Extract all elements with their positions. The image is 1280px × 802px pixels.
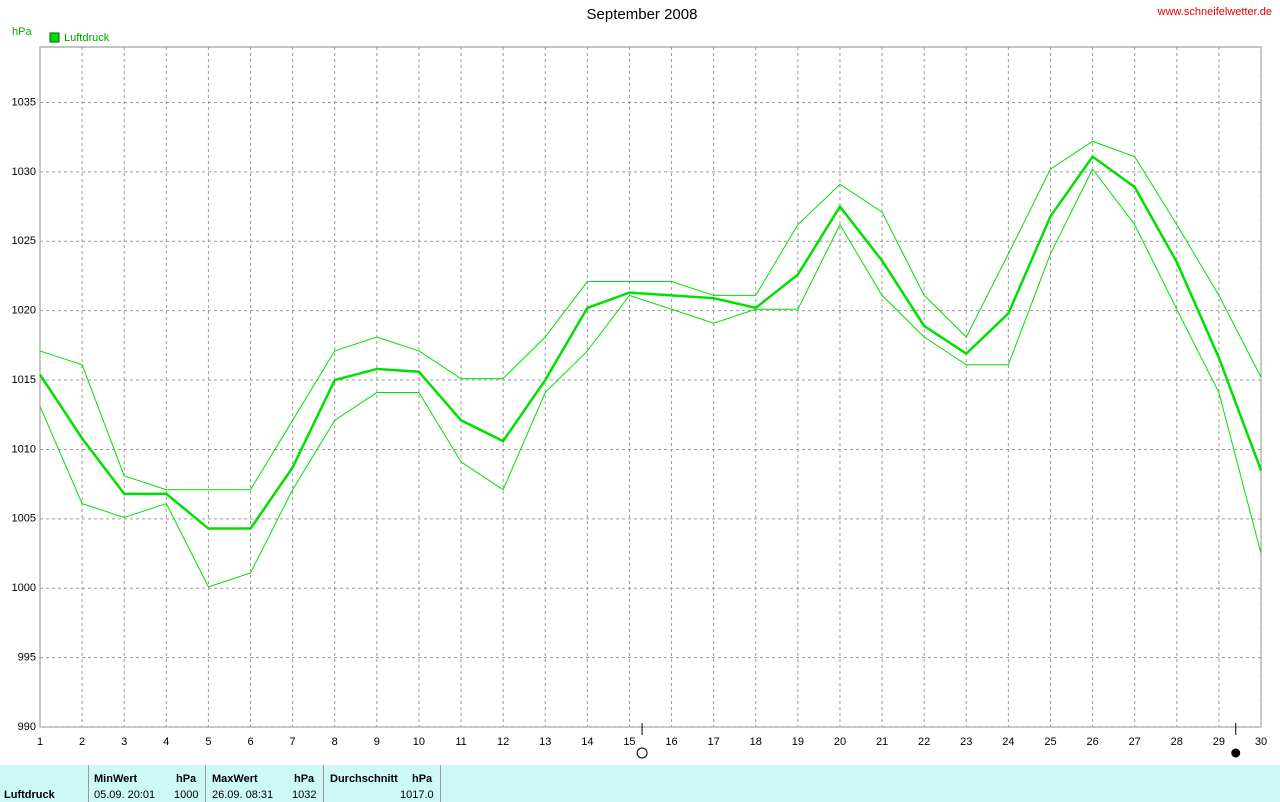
unit: hPa: [412, 773, 433, 785]
time: 26.09. 08:31: [212, 789, 274, 801]
value: 1000: [174, 789, 199, 801]
x-tick-label: 17: [708, 736, 720, 748]
y-tick-label: 1035: [12, 96, 36, 108]
x-tick-label: 24: [1002, 736, 1014, 748]
header: MaxWert: [212, 773, 258, 785]
time: 05.09. 20:01: [94, 789, 156, 801]
separator: [440, 765, 441, 802]
header: MinWert: [94, 773, 138, 785]
separator: [205, 765, 206, 802]
source: www.schneifelwetter.de: [1157, 6, 1272, 18]
header: Durchschnitt: [330, 773, 398, 785]
unit: hPa: [176, 773, 197, 785]
y-tick-label: 1010: [12, 443, 36, 455]
x-tick-label: 10: [413, 736, 425, 748]
x-tick-label: 13: [539, 736, 551, 748]
value: 1017.0: [400, 789, 434, 801]
unit: hPa: [294, 773, 315, 785]
legend-label: Luftdruck: [64, 32, 110, 44]
y-tick-label: 1025: [12, 235, 36, 247]
x-tick-label: 22: [918, 736, 930, 748]
x-tick-label: 30: [1255, 736, 1267, 748]
x-tick-label: 9: [374, 736, 380, 748]
moon-phase: [1231, 748, 1241, 758]
x-tick-label: 23: [960, 736, 972, 748]
x-tick-label: 25: [1044, 736, 1056, 748]
x-tick-label: 12: [497, 736, 509, 748]
line-min: [39, 168, 1262, 588]
x-tick-label: 8: [332, 736, 338, 748]
y-tick-label: 995: [18, 652, 36, 664]
x-tick-label: 27: [1129, 736, 1141, 748]
x-tick-label: 28: [1171, 736, 1183, 748]
y-tick-label: 1015: [12, 374, 36, 386]
y-tick-label: 990: [18, 721, 36, 733]
x-tick-label: 18: [750, 736, 762, 748]
x-tick-label: 26: [1086, 736, 1098, 748]
chart: September 2008 www.schneifelwetter.de hP…: [12, 6, 1272, 759]
x-tick-label: 2: [79, 736, 85, 748]
x-tick-label: 14: [581, 736, 593, 748]
x-tick-label: 16: [665, 736, 677, 748]
x-tick-label: 5: [205, 736, 211, 748]
x-tick-label: 19: [792, 736, 804, 748]
x-tick-label: 15: [623, 736, 635, 748]
y-tick-label: 1030: [12, 166, 36, 178]
y-tick-label: 1000: [12, 582, 36, 594]
row-label: Luftdruck: [4, 789, 55, 801]
plot-frame: [39, 46, 1262, 728]
x-tick-label: 3: [121, 736, 127, 748]
y-tick-label: 1020: [12, 305, 36, 317]
x-tick-label: 21: [876, 736, 888, 748]
x-tick-label: 1: [37, 736, 43, 748]
x-tick-label: 29: [1213, 736, 1225, 748]
moon-phase: [636, 747, 648, 759]
legend-swatch: [49, 32, 60, 43]
chart-title: September 2008: [587, 6, 698, 23]
x-tick-label: 6: [247, 736, 253, 748]
separator: [88, 765, 89, 802]
x-tick-label: 4: [163, 736, 169, 748]
x-tick-label: 11: [455, 736, 466, 748]
y-tick-label: 1005: [12, 513, 36, 525]
y-axis-label: hPa: [12, 26, 32, 38]
line-max: [39, 140, 1262, 491]
x-tick-label: 7: [290, 736, 296, 748]
line-values: [38, 154, 1263, 530]
x-tick-label: 20: [834, 736, 846, 748]
separator: [323, 765, 324, 802]
summary-table: Luftdruck MinWert hPa 05.09. 20:01 1000 …: [0, 765, 1280, 802]
value: 1032: [292, 789, 317, 801]
